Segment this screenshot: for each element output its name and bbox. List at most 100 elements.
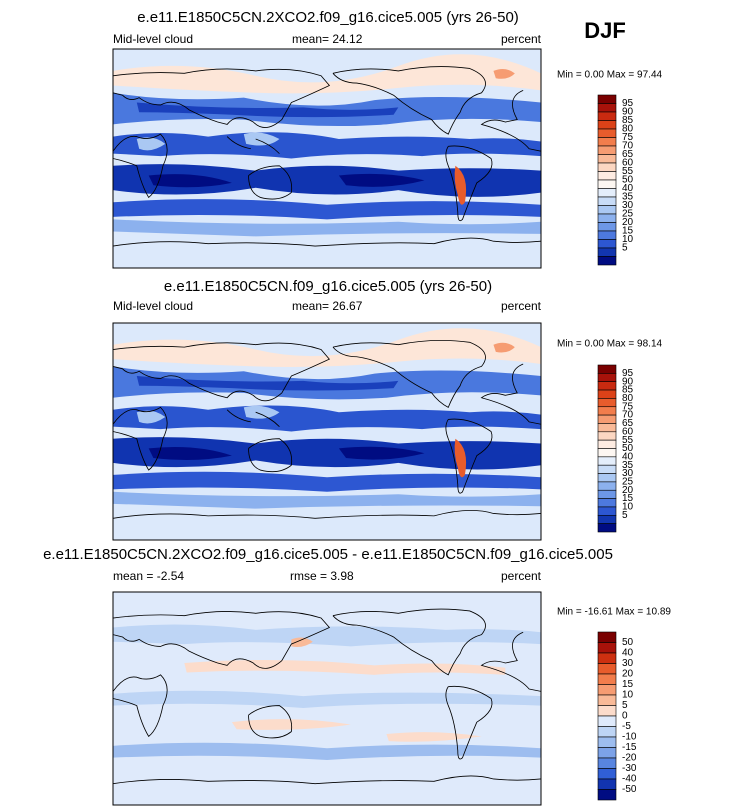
colorbar-box — [597, 673, 617, 685]
colorbar-box — [597, 498, 617, 508]
colorbar-label: 15 — [622, 226, 634, 237]
colorbar-box — [597, 111, 617, 121]
map-frame — [112, 591, 542, 806]
colorbar-box — [597, 431, 617, 441]
colorbar-box — [597, 423, 617, 433]
colorbar-box — [597, 364, 617, 374]
colorbar-box — [597, 213, 617, 223]
colorbar-label: 90 — [622, 376, 634, 387]
colorbar-label: 10 — [622, 502, 634, 513]
colorbar-label: 20 — [622, 669, 634, 680]
colorbar-label: 95 — [622, 98, 634, 109]
colorbar-label: -40 — [622, 774, 637, 785]
colorbar-label: 0 — [622, 711, 628, 722]
colorbar-box — [597, 473, 617, 483]
colorbar-box — [597, 128, 617, 138]
colorbar-label: -10 — [622, 732, 637, 743]
colorbar-label: 35 — [622, 460, 634, 471]
colorbar-box — [597, 652, 617, 664]
colorbar-label: 40 — [622, 183, 634, 194]
units-label: percent — [501, 32, 542, 46]
center-label: rmse = 3.98 — [290, 569, 354, 583]
colorbar-box — [597, 514, 617, 524]
colorbar-box — [597, 247, 617, 257]
colorbar-box — [597, 137, 617, 147]
colorbar-box — [597, 439, 617, 449]
colorbar-label: 25 — [622, 209, 634, 220]
colorbar-box — [597, 631, 617, 643]
colorbar-box — [597, 715, 617, 727]
colorbar-label: -20 — [622, 753, 637, 764]
colorbar-label: 65 — [622, 418, 634, 429]
colorbar-box — [597, 205, 617, 215]
colorbar-box — [597, 222, 617, 232]
range-label: Min = -16.61 Max = 10.89 — [557, 607, 671, 618]
range-label: Min = 0.00 Max = 97.44 — [557, 70, 663, 81]
colorbar-label: 5 — [622, 700, 628, 711]
colorbar-label: 80 — [622, 124, 634, 135]
colorbar-label: 30 — [622, 200, 634, 211]
colorbar-box — [597, 464, 617, 474]
colorbar-label: 90 — [622, 107, 634, 118]
colorbar-box — [597, 705, 617, 717]
colorbar-label: 15 — [622, 679, 634, 690]
colorbar-box — [597, 747, 617, 759]
colorbar-box — [597, 448, 617, 458]
colorbar-label: 50 — [622, 175, 634, 186]
colorbar-label: 40 — [622, 648, 634, 659]
colorbar-label: 60 — [622, 426, 634, 437]
colorbar-box — [597, 94, 617, 104]
colorbar-box — [597, 103, 617, 113]
colorbar-box — [597, 188, 617, 198]
map-frame — [112, 322, 542, 541]
colorbar-box — [597, 663, 617, 675]
colorbar-label: 40 — [622, 451, 634, 462]
colorbar-label: 85 — [622, 115, 634, 126]
colorbar-box — [597, 726, 617, 738]
map — [113, 323, 541, 540]
colorbar-label: 50 — [622, 637, 634, 648]
colorbar-box — [597, 456, 617, 466]
colorbar-box — [597, 179, 617, 189]
colorbar-box — [597, 789, 617, 801]
colorbar-label: 35 — [622, 192, 634, 203]
colorbar-label: 55 — [622, 166, 634, 177]
colorbar-box — [597, 373, 617, 383]
panel-title: e.e11.E1850C5CN.f09_g16.cice5.005 (yrs 2… — [164, 278, 492, 295]
left-label: Mid-level cloud — [113, 32, 193, 46]
left-label: Mid-level cloud — [113, 299, 193, 313]
colorbar-label: 65 — [622, 149, 634, 160]
colorbar-label: 70 — [622, 410, 634, 421]
colorbar-label: 55 — [622, 435, 634, 446]
colorbar-box — [597, 506, 617, 516]
colorbar-box — [597, 642, 617, 654]
colorbar-label: 25 — [622, 477, 634, 488]
panel-title: e.e11.E1850C5CN.2XCO2.f09_g16.cice5.005 … — [43, 546, 613, 563]
colorbar-box — [597, 239, 617, 249]
colorbar-box — [597, 523, 617, 533]
center-label: mean= 26.67 — [292, 299, 363, 313]
colorbar-label: 15 — [622, 493, 634, 504]
colorbar-label: 5 — [622, 510, 628, 521]
colorbar-box — [597, 684, 617, 696]
colorbar-label: 75 — [622, 132, 634, 143]
map-frame — [112, 48, 542, 269]
colorbar-box — [597, 171, 617, 181]
colorbar-label: 80 — [622, 393, 634, 404]
colorbar-label: -15 — [622, 742, 637, 753]
map-field — [113, 49, 541, 268]
colorbar-box — [597, 162, 617, 172]
panel-title: e.e11.E1850C5CN.2XCO2.f09_g16.cice5.005 … — [137, 9, 519, 26]
colorbar-box — [597, 154, 617, 164]
colorbar-box — [597, 414, 617, 424]
colorbar-box — [597, 778, 617, 790]
colorbar-label: 10 — [622, 690, 634, 701]
center-label: mean= 24.12 — [292, 32, 363, 46]
colorbar-label: -5 — [622, 721, 631, 732]
colorbar-box — [597, 196, 617, 206]
colorbar-label: 5 — [622, 243, 628, 254]
colorbar-box — [597, 736, 617, 748]
